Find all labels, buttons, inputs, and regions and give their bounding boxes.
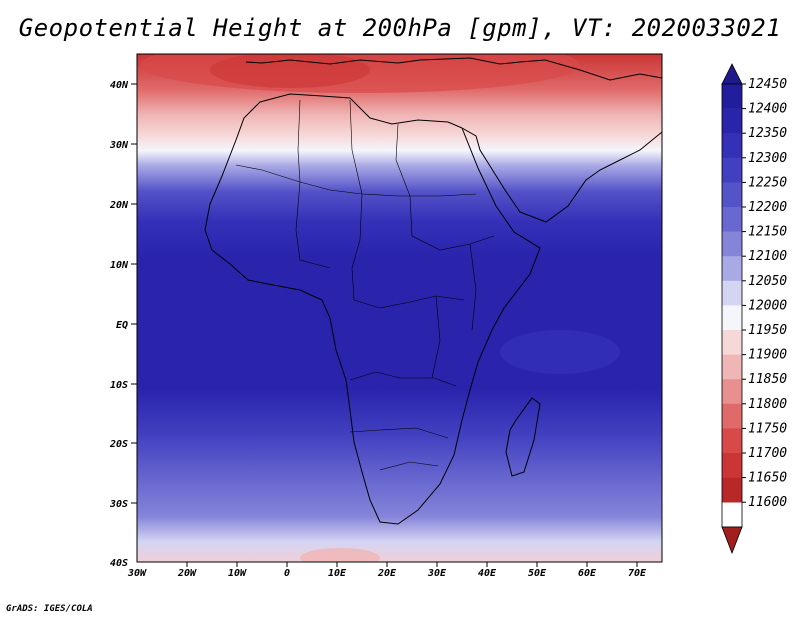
colorbar-swatch bbox=[722, 108, 742, 134]
lat-tick: 10N bbox=[110, 260, 137, 271]
lon-tick: 0 bbox=[284, 562, 290, 579]
colorbar-label: 11600 bbox=[748, 495, 787, 510]
chart-title: Geopotential Height at 200hPa [gpm], VT:… bbox=[18, 14, 782, 42]
svg-text:20W: 20W bbox=[177, 568, 197, 579]
colorbar: 12450 12400 12350 12300 12250 12200 12150 12100… bbox=[721, 63, 787, 555]
colorbar-label: 11900 bbox=[748, 348, 787, 363]
svg-text:10E: 10E bbox=[328, 568, 347, 579]
svg-text:30N: 30N bbox=[109, 140, 129, 151]
map-frame bbox=[136, 53, 663, 563]
colorbar-swatch bbox=[722, 354, 742, 380]
lon-tick: 40E bbox=[478, 562, 497, 579]
colorbar-label: 11650 bbox=[748, 471, 787, 486]
colorbar-swatch bbox=[722, 231, 742, 257]
lon-tick: 60E bbox=[578, 562, 597, 579]
colorbar-swatch bbox=[722, 453, 742, 478]
svg-text:20S: 20S bbox=[109, 439, 128, 450]
lon-tick: 10W bbox=[228, 562, 247, 579]
svg-text:0: 0 bbox=[284, 568, 290, 579]
lat-tick: 40N bbox=[110, 80, 137, 91]
colorbar-label: 12300 bbox=[748, 151, 787, 166]
colorbar-swatch bbox=[722, 133, 742, 159]
colorbar-swatch bbox=[722, 477, 742, 503]
lon-tick: 10E bbox=[328, 562, 347, 579]
coastlines bbox=[204, 57, 663, 525]
lon-tick: 70E bbox=[628, 562, 647, 579]
colorbar-label: 12100 bbox=[748, 249, 787, 264]
colorbar-label: 11750 bbox=[748, 421, 787, 436]
colorbar-label: 11850 bbox=[748, 372, 787, 387]
lat-tick: 20S bbox=[109, 439, 137, 450]
svg-text:50E: 50E bbox=[528, 568, 547, 579]
svg-text:40S: 40S bbox=[110, 558, 128, 569]
lat-tick: 30N bbox=[109, 140, 137, 151]
colorbar-label: 12000 bbox=[748, 298, 787, 313]
svg-text:20N: 20N bbox=[109, 200, 129, 211]
lon-tick: 30E bbox=[427, 562, 447, 579]
svg-text:70E: 70E bbox=[628, 568, 647, 579]
colorbar-label: 12350 bbox=[748, 126, 787, 141]
footer-credit: GrADS: IGES/COLA bbox=[6, 604, 93, 614]
colorbar-label: 11800 bbox=[748, 397, 787, 412]
lon-tick: 30W bbox=[127, 568, 147, 579]
colorbar-swatch bbox=[722, 84, 742, 109]
svg-text:10N: 10N bbox=[110, 260, 129, 271]
svg-text:30W: 30W bbox=[127, 568, 147, 579]
lat-tick: EQ bbox=[116, 320, 137, 331]
colorbar-swatch bbox=[722, 379, 742, 405]
colorbar-label: 11950 bbox=[748, 323, 787, 338]
lat-tick: 10S bbox=[110, 380, 137, 391]
colorbar-label: 12050 bbox=[748, 274, 787, 289]
country-borders bbox=[235, 99, 495, 471]
svg-text:10W: 10W bbox=[228, 568, 247, 579]
colorbar-top-arrow bbox=[721, 63, 743, 85]
lat-tick: 40S bbox=[110, 558, 128, 569]
colorbar-swatch bbox=[722, 182, 742, 208]
svg-text:30E: 30E bbox=[427, 568, 447, 579]
colorbar-swatch bbox=[722, 157, 742, 183]
colorbar-label: 12150 bbox=[748, 225, 787, 240]
colorbar-label: 12200 bbox=[748, 200, 787, 215]
colorbar-label: 12450 bbox=[748, 77, 787, 92]
lat-tick: 30S bbox=[109, 499, 137, 510]
svg-text:EQ: EQ bbox=[116, 320, 128, 331]
svg-text:10S: 10S bbox=[110, 380, 128, 391]
colorbar-swatch bbox=[722, 403, 742, 429]
height-field bbox=[137, 54, 662, 562]
svg-text:60E: 60E bbox=[578, 568, 597, 579]
colorbar-swatch bbox=[722, 280, 742, 306]
colorbar-bottom-arrow bbox=[721, 526, 743, 555]
svg-text:20E: 20E bbox=[377, 568, 397, 579]
svg-text:30S: 30S bbox=[109, 499, 128, 510]
colorbar-label: 12250 bbox=[748, 175, 787, 190]
colorbar-swatch bbox=[722, 207, 742, 232]
lon-tick: 20E bbox=[377, 562, 397, 579]
lon-tick: 20W bbox=[177, 562, 197, 579]
lon-axis: 30W 20W 10W 0 10E 20E 30E 40E 50E 60E 70… bbox=[127, 562, 647, 579]
svg-text:40E: 40E bbox=[478, 568, 497, 579]
lat-axis: 40N 30N 20N 10N EQ 10S 20S 30S 40S bbox=[109, 80, 137, 569]
svg-text:40N: 40N bbox=[110, 80, 129, 91]
colorbar-label: 11700 bbox=[748, 446, 787, 461]
lon-tick: 50E bbox=[528, 562, 547, 579]
colorbar-label: 12400 bbox=[748, 102, 787, 117]
colorbar-swatch bbox=[722, 256, 742, 282]
colorbar-swatch bbox=[722, 305, 742, 331]
colorbar-swatch bbox=[722, 428, 742, 454]
lat-tick: 20N bbox=[109, 200, 137, 211]
colorbar-swatch bbox=[722, 330, 742, 355]
